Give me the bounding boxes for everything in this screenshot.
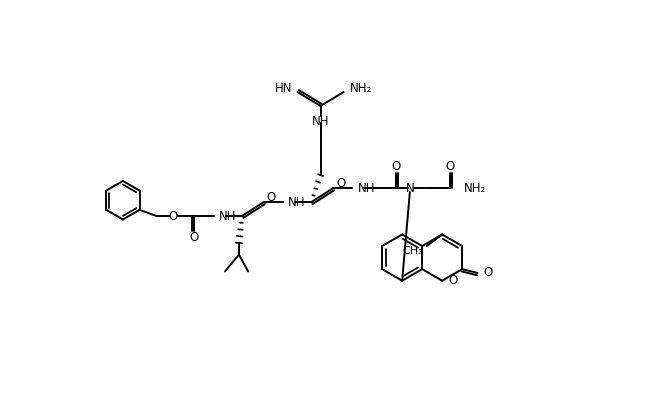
Text: NH: NH [312, 115, 330, 128]
Text: O: O [190, 231, 199, 244]
Text: O: O [484, 267, 493, 279]
Text: NH₂: NH₂ [350, 82, 372, 95]
Text: O: O [448, 274, 458, 287]
Text: CH₃: CH₃ [402, 246, 423, 256]
Text: NH: NH [219, 209, 237, 222]
Text: N: N [406, 182, 414, 195]
Text: O: O [391, 160, 400, 173]
Text: O: O [336, 177, 345, 190]
Text: O: O [169, 209, 178, 222]
Text: NH₂: NH₂ [463, 182, 486, 195]
Text: O: O [266, 191, 276, 204]
Text: NH: NH [358, 182, 375, 195]
Text: NH: NH [288, 196, 305, 209]
Text: HN: HN [276, 82, 292, 95]
Text: O: O [445, 160, 454, 173]
